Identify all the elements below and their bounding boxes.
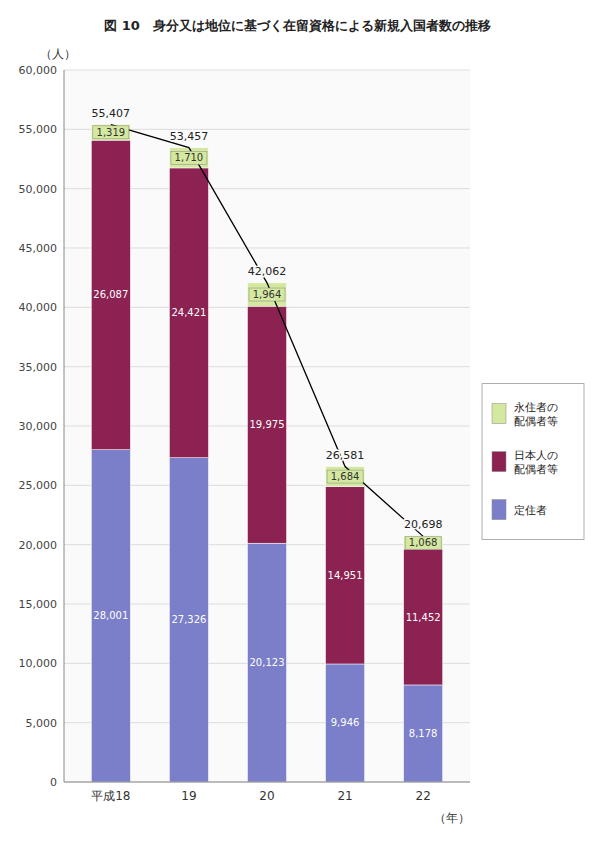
- y-tick-label: 40,000: [19, 301, 58, 314]
- data-label: 1,319: [97, 127, 126, 138]
- data-labels: 28,001 27,326 20,123 9,946 8,178 26,087 24,421…: [92, 107, 443, 739]
- y-tick-label: 5,000: [26, 717, 58, 730]
- y-tick-label: 0: [50, 776, 57, 789]
- bar-segment: [169, 458, 208, 782]
- y-tick-label: 20,000: [19, 539, 58, 552]
- y-tick-label: 30,000: [19, 420, 58, 433]
- data-label-box: [171, 151, 207, 164]
- bar-segment: [91, 140, 130, 450]
- data-label: 19,975: [250, 419, 285, 430]
- bar-segment: [169, 168, 208, 458]
- legend-label: 永住者の配偶者等: [514, 401, 558, 428]
- data-label: 27,326: [171, 614, 206, 625]
- y-axis: [64, 70, 65, 782]
- y-tick-label: 25,000: [19, 479, 58, 492]
- x-tick-label: 22: [416, 789, 431, 803]
- y-tick-label: 35,000: [19, 361, 58, 374]
- bar-segment: [326, 487, 365, 664]
- grid-line: [64, 70, 470, 71]
- marks: [91, 125, 442, 782]
- legend-frame: [482, 384, 584, 540]
- total-label: 42,062: [248, 265, 287, 278]
- data-label-box: [93, 126, 129, 139]
- data-label: 26,087: [93, 289, 128, 300]
- x-tick-label: 19: [181, 789, 196, 803]
- data-label-box: [249, 288, 285, 301]
- x-axis: [64, 782, 470, 783]
- data-label: 24,421: [171, 307, 206, 318]
- data-label: 20,123: [250, 657, 285, 668]
- data-label: 1,684: [331, 471, 360, 482]
- y-tick-label: 55,000: [19, 123, 58, 136]
- legend-swatch: [492, 452, 506, 472]
- bar-segment: [404, 536, 443, 549]
- x-axis-label: （年）: [434, 811, 470, 825]
- total-label: 20,698: [404, 518, 443, 531]
- y-tick-label: 50,000: [19, 183, 58, 196]
- data-label: 1,964: [253, 289, 282, 300]
- y-tick-label: 15,000: [19, 598, 58, 611]
- total-label: 26,581: [326, 449, 365, 462]
- data-label: 28,001: [93, 610, 128, 621]
- legend-swatch: [492, 404, 506, 424]
- data-label: 1,068: [409, 537, 438, 548]
- chart: 図 10 身分又は地位に基づく在留資格による新規入国者数の推移 0 5,000 10,…: [0, 0, 595, 842]
- x-tick-label: 20: [259, 789, 274, 803]
- bar-segment: [247, 283, 286, 306]
- data-label-box: [327, 470, 363, 483]
- total-label: 55,407: [92, 107, 131, 120]
- bar-segment: [404, 549, 443, 685]
- data-label: 1,710: [175, 152, 204, 163]
- legend-label: 日本人の配偶者等: [514, 449, 558, 476]
- bar-segment: [247, 306, 286, 543]
- data-label: 9,946: [331, 717, 360, 728]
- bar-segment: [326, 664, 365, 782]
- legend-swatch: [492, 500, 506, 520]
- y-tick-label: 60,000: [19, 64, 58, 77]
- data-label: 8,178: [409, 728, 438, 739]
- bar-segment: [247, 543, 286, 782]
- bar-segment: [91, 125, 130, 141]
- x-tick-label: 平成18: [91, 789, 130, 803]
- bar-segment: [169, 148, 208, 168]
- legend-label: 定住者: [514, 504, 547, 517]
- bar-segment: [404, 685, 443, 782]
- plot-area: [64, 70, 470, 782]
- y-tick-label: 45,000: [19, 242, 58, 255]
- total-label: 53,457: [170, 130, 209, 143]
- y-axis-label: （人）: [40, 47, 76, 61]
- bar-segment: [91, 450, 130, 782]
- data-label-box: [405, 536, 441, 549]
- data-label: 14,951: [328, 570, 363, 581]
- data-label: 11,452: [406, 612, 441, 623]
- legend: 永住者の配偶者等日本人の配偶者等定住者: [482, 384, 584, 540]
- grid-line: [64, 782, 470, 783]
- total-line: [111, 125, 423, 537]
- y-tick-label: 10,000: [19, 657, 58, 670]
- title: 図 10 身分又は地位に基づく在留資格による新規入国者数の推移: [104, 18, 491, 33]
- bar-segment: [326, 467, 365, 487]
- x-tick-label: 21: [337, 789, 352, 803]
